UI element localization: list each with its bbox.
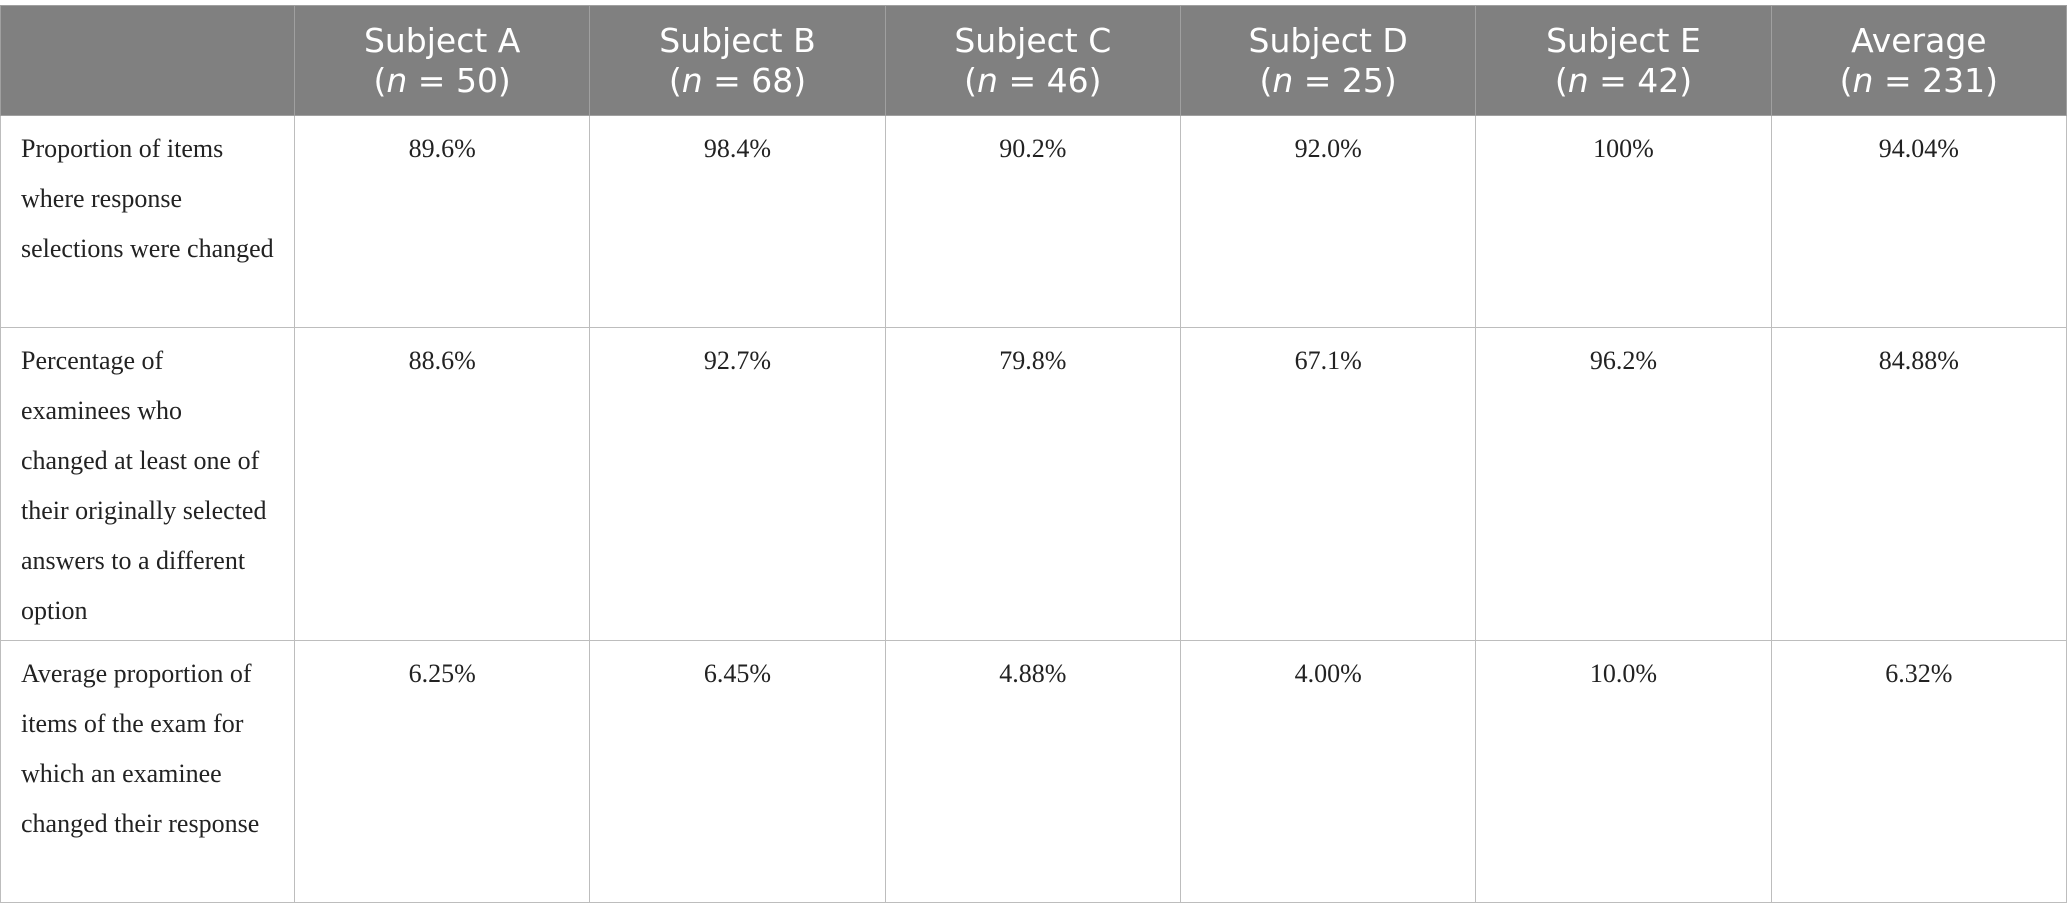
header-title: Subject E [1546,20,1701,60]
value-cell: 92.7% [589,327,886,641]
header-sample-size: ( [373,60,387,100]
header-title: Subject A [363,20,521,60]
value-cell: 4.00% [1179,640,1477,903]
header-title: Subject D [1248,20,1408,60]
value-cell: 6.45% [589,640,886,903]
value-cell: 84.88% [1770,327,2068,641]
header-sample-size: n [1272,60,1294,100]
header-cell: Subject D (n = 25) [1179,5,1477,116]
value-cell: 10.0% [1475,640,1772,903]
value-cell: 88.6% [293,327,591,641]
header-title: Subject B [659,20,816,60]
header-sample-size: = 231) [1873,60,1998,100]
header-sample-size: ( [1839,60,1853,100]
value-cell: 89.6% [293,115,591,328]
header-sample-size: = 25) [1293,60,1397,100]
header-sample-size: n [1852,60,1874,100]
header-sample-size: n [681,60,703,100]
header-cell: Subject C (n = 46) [884,5,1181,116]
header-sample-size: ( [1259,60,1273,100]
corner-cell [0,5,295,116]
header-sample-size: = 46) [997,60,1102,100]
value-cell: 94.04% [1770,115,2068,328]
header-row: Subject A (n = 50) Subject B (n = 68) Subjec… [0,5,2068,116]
page: Subject A (n = 50) Subject B (n = 68) Subjec… [0,5,2068,922]
header-cell: Average (n = 231) [1770,5,2068,116]
value-cell: 4.88% [884,640,1181,903]
table-row: Average proportion of items of the exam … [0,640,2068,903]
table-body: Proportion of items where response selec… [0,115,2068,903]
header-cell: Subject A (n = 50) [293,5,591,116]
value-cell: 6.25% [293,640,591,903]
row-label: Proportion of items where response selec… [0,115,295,328]
value-cell: 100% [1475,115,1772,328]
header-cell: Subject B (n = 68) [589,5,886,116]
header-sample-size: n [386,60,408,100]
value-cell: 67.1% [1179,327,1477,641]
value-cell: 79.8% [884,327,1181,641]
header-title: Subject C [954,20,1112,60]
table-row: Proportion of items where response selec… [0,115,2068,328]
header-sample-size: ( [1554,60,1568,100]
value-cell: 98.4% [589,115,886,328]
value-cell: 92.0% [1179,115,1477,328]
header-sample-size: = 50) [407,60,511,100]
table-row: Percentage of examinees who changed at l… [0,327,2068,641]
header-sample-size: ( [668,60,682,100]
value-cell: 90.2% [884,115,1181,328]
header-title: Average [1851,20,1987,60]
header-sample-size: n [977,60,998,100]
header-sample-size: ( [964,60,978,100]
value-cell: 6.32% [1770,640,2068,903]
row-label: Average proportion of items of the exam … [0,640,295,903]
value-cell: 96.2% [1475,327,1772,641]
header-sample-size: n [1567,60,1589,100]
header-cell: Subject E (n = 42) [1475,5,1772,116]
header-sample-size: = 68) [702,60,807,100]
data-table: Subject A (n = 50) Subject B (n = 68) Subjec… [0,5,2068,903]
row-label: Percentage of examinees who changed at l… [0,327,295,641]
header-sample-size: = 42) [1588,60,1693,100]
